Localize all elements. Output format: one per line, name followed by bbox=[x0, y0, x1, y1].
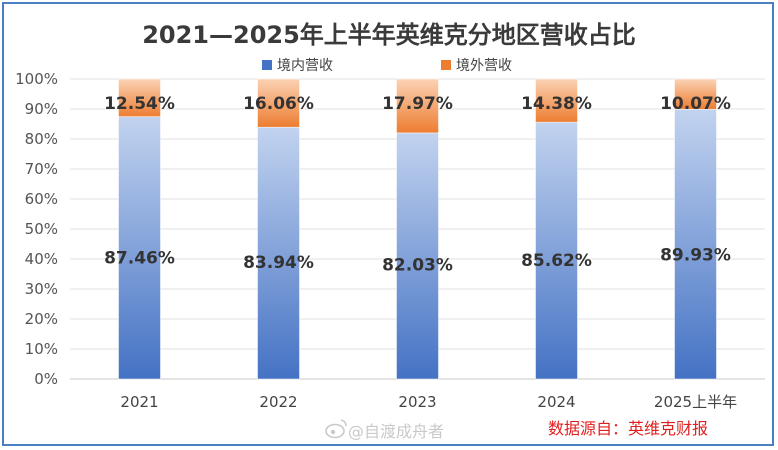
chart-title: 2021—2025年上半年英维克分地区营收占比 bbox=[142, 21, 636, 49]
data-label-overseas: 10.07% bbox=[660, 94, 731, 114]
data-label-overseas: 12.54% bbox=[104, 94, 175, 114]
watermark-text: @自渡成舟者 bbox=[348, 422, 444, 441]
bar-segment-overseas bbox=[396, 78, 439, 134]
legend-label-overseas: 境外营收 bbox=[456, 58, 512, 74]
bar-segment-overseas bbox=[535, 78, 578, 123]
y-tick-label: 80% bbox=[25, 130, 58, 148]
bar-segment-overseas bbox=[674, 78, 717, 110]
bar-segment-overseas bbox=[257, 78, 300, 128]
y-tick-label: 100% bbox=[15, 70, 58, 88]
y-tick-label: 60% bbox=[25, 190, 58, 208]
x-axis-ticks: 2021 2022 2023 2024 2025上半年 bbox=[120, 393, 737, 411]
y-tick-label: 0% bbox=[34, 370, 58, 388]
data-label-overseas: 17.97% bbox=[382, 94, 453, 114]
x-tick-label: 2024 bbox=[537, 393, 575, 411]
y-tick-label: 10% bbox=[25, 340, 58, 358]
bar-segment-domestic bbox=[674, 108, 717, 380]
x-tick-label: 2023 bbox=[398, 393, 436, 411]
bar-segment-domestic bbox=[257, 126, 300, 380]
legend: 境内营收 境外营收 bbox=[262, 58, 512, 74]
data-label-domestic: 85.62% bbox=[521, 251, 592, 271]
x-tick-label: 2021 bbox=[120, 393, 158, 411]
y-tick-label: 50% bbox=[25, 220, 58, 238]
weibo-icon bbox=[325, 419, 347, 439]
bar-segment-domestic bbox=[535, 121, 578, 380]
y-tick-label: 30% bbox=[25, 280, 58, 298]
legend-swatch-domestic bbox=[262, 60, 272, 70]
bar-segment-domestic bbox=[396, 132, 439, 380]
bar-segment-overseas bbox=[118, 78, 161, 117]
data-label-overseas: 16.06% bbox=[243, 94, 314, 114]
y-tick-label: 70% bbox=[25, 160, 58, 178]
bar-segment-domestic bbox=[118, 116, 161, 380]
bars bbox=[118, 78, 717, 380]
y-tick-label: 40% bbox=[25, 250, 58, 268]
y-tick-label: 20% bbox=[25, 310, 58, 328]
x-tick-label: 2025上半年 bbox=[654, 393, 737, 411]
data-label-overseas: 14.38% bbox=[521, 94, 592, 114]
y-tick-label: 90% bbox=[25, 100, 58, 118]
data-label-domestic: 83.94% bbox=[243, 253, 314, 273]
data-label-domestic: 82.03% bbox=[382, 256, 453, 276]
legend-swatch-overseas bbox=[441, 60, 451, 70]
x-tick-label: 2022 bbox=[259, 393, 297, 411]
source-note: 数据源自：英维克财报 bbox=[548, 419, 708, 438]
legend-label-domestic: 境内营收 bbox=[277, 58, 333, 74]
data-labels: 87.46% 12.54% 83.94% 16.06% 82.03% 17.97% 85.6… bbox=[104, 94, 731, 276]
data-label-domestic: 87.46% bbox=[104, 249, 175, 269]
y-axis-ticks: 0% 10% 20% 30% 40% 50% 60% 70% 80% 90% 100% bbox=[15, 70, 58, 388]
data-label-domestic: 89.93% bbox=[660, 245, 731, 265]
